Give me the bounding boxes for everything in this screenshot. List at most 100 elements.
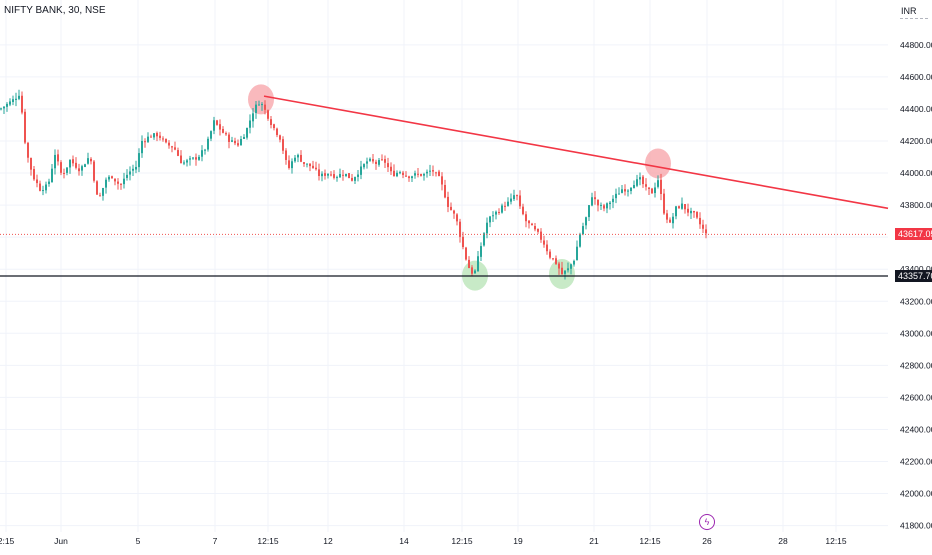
candle-body <box>504 205 506 207</box>
candle-body <box>39 183 41 191</box>
candle-body <box>402 172 404 175</box>
candle-body <box>498 211 500 213</box>
time-tick-label: 19 <box>513 536 523 546</box>
candle-body <box>540 231 542 240</box>
candle-body <box>468 259 470 269</box>
candle-body <box>423 174 425 176</box>
candle-body <box>174 147 176 150</box>
candle-body <box>120 183 122 185</box>
candle-body <box>567 268 569 271</box>
candle-body <box>582 226 584 235</box>
candle-body <box>102 187 104 196</box>
price-tick-label: 42400.00 <box>900 424 932 434</box>
candle-body <box>558 263 560 269</box>
candle-body <box>648 187 650 190</box>
time-tick-label: 5 <box>136 536 141 546</box>
candle-body <box>327 173 329 176</box>
candle-body <box>672 216 674 224</box>
candlestick-series <box>0 89 707 280</box>
candle-body <box>390 166 392 172</box>
candle-body <box>366 161 368 164</box>
candle-body <box>411 176 413 179</box>
candle-body <box>294 157 296 162</box>
candle-body <box>105 179 107 188</box>
candle-body <box>480 246 482 257</box>
candle-body <box>243 137 245 140</box>
candle-body <box>483 233 485 246</box>
candle-body <box>336 177 338 179</box>
candle-body <box>249 120 251 128</box>
candle-body <box>519 195 521 207</box>
candle-body <box>192 157 194 159</box>
time-tick-label: 12:15 <box>639 536 661 546</box>
candle-body <box>360 166 362 175</box>
candle-body <box>135 166 137 170</box>
candle-body <box>630 187 632 192</box>
candle-body <box>414 173 416 176</box>
candle-body <box>531 223 533 226</box>
candle-body <box>354 177 356 181</box>
candle-body <box>534 226 536 230</box>
candle-body <box>507 201 509 206</box>
candle-body <box>408 176 410 179</box>
candle-body <box>132 168 134 171</box>
currency-label[interactable]: INR <box>901 6 917 16</box>
candle-body <box>699 217 701 225</box>
candle-body <box>684 204 686 210</box>
candle-body <box>417 173 419 175</box>
candle-body <box>705 229 707 234</box>
candle-body <box>378 160 380 165</box>
candle-body <box>168 142 170 146</box>
candle-body <box>687 208 689 213</box>
candle-body <box>696 212 698 218</box>
candle-body <box>297 154 299 158</box>
candle-body <box>237 143 239 146</box>
candle-body <box>621 189 623 193</box>
candle-body <box>72 159 74 164</box>
candle-body <box>63 172 65 174</box>
candle-body <box>528 220 530 224</box>
candle-body <box>384 159 386 163</box>
candle-body <box>627 190 629 192</box>
candle-body <box>246 128 248 138</box>
candle-body <box>606 203 608 209</box>
candle-body <box>690 210 692 214</box>
lightning-icon[interactable]: ϟ <box>699 514 715 530</box>
candle-body <box>18 95 20 99</box>
candle-body <box>240 138 242 146</box>
candle-body <box>579 234 581 247</box>
candle-body <box>603 205 605 209</box>
candle-body <box>15 98 17 100</box>
candle-body <box>447 196 449 207</box>
candle-body <box>162 138 164 140</box>
swing-high-marker[interactable] <box>248 84 274 115</box>
candle-body <box>576 246 578 261</box>
candle-body <box>471 267 473 274</box>
candle-body <box>276 128 278 136</box>
time-tick-label: Jun <box>54 536 68 546</box>
candle-body <box>651 188 653 194</box>
candle-body <box>357 174 359 177</box>
candle-body <box>270 119 272 125</box>
time-tick-label: 21 <box>589 536 599 546</box>
candle-body <box>228 134 230 142</box>
candle-body <box>396 172 398 177</box>
candle-body <box>444 184 446 198</box>
candle-body <box>618 193 620 195</box>
candle-body <box>207 138 209 150</box>
candle-body <box>660 179 662 195</box>
swing-high-marker[interactable] <box>645 148 671 179</box>
resistance-trendline[interactable] <box>263 95 889 210</box>
time-tick-label: 2:15 <box>0 536 15 546</box>
candle-body <box>87 158 89 164</box>
candle-body <box>60 162 62 173</box>
time-axis: 2:15 Jun 5 7 12:15 12 14 12:15 19 21 12:15 26 28 12:1… <box>0 536 847 546</box>
candle-body <box>27 142 29 158</box>
candle-body <box>462 236 464 248</box>
candle-body <box>48 181 50 184</box>
candle-body <box>195 157 197 160</box>
currency-underline <box>900 18 928 19</box>
candle-body <box>117 181 119 184</box>
